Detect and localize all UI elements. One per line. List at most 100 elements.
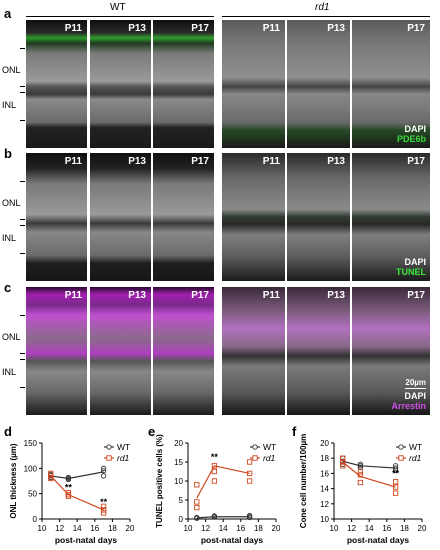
legend-label: WT <box>263 442 276 452</box>
data-point <box>48 470 54 477</box>
x-tick-label: 12 <box>201 524 210 533</box>
onl-label: ONL <box>2 198 21 208</box>
age-label: P11 <box>262 290 280 301</box>
x-tick-label: 18 <box>400 524 409 533</box>
micrograph-tile: P13 <box>90 287 151 415</box>
layer-tick <box>20 253 25 254</box>
onl-label: ONL <box>2 65 21 75</box>
stain-legend-entry: DAPI <box>404 391 426 401</box>
panel-letter-b: b <box>4 146 12 161</box>
data-point <box>211 463 218 469</box>
age-label: P11 <box>262 23 280 34</box>
panel-letter-c: c <box>4 280 12 295</box>
inl-label: INL <box>2 367 17 377</box>
y-tick-label: 50 <box>28 490 37 499</box>
y-tick-label: 150 <box>24 439 38 448</box>
age-label: P13 <box>327 23 345 34</box>
panel-letter-a: a <box>4 6 12 21</box>
stain-legend-entry: Arrestin <box>391 401 426 411</box>
y-axis-label: ONL thickness (µm) <box>9 443 18 518</box>
y-tick-label: 0 <box>33 515 38 524</box>
x-tick-label: 12 <box>55 524 64 533</box>
x-tick-label: 14 <box>73 524 82 533</box>
significance-mark: ** <box>65 483 73 493</box>
legend-label: rd1 <box>117 453 130 463</box>
significance-mark: ** <box>211 452 219 462</box>
x-tick-label: 10 <box>38 524 47 533</box>
micrograph-tile: P13 <box>90 20 151 148</box>
micrograph-tile: P11 <box>26 287 87 415</box>
x-tick-label: 16 <box>90 524 99 533</box>
panel-letter-e: e <box>148 424 156 439</box>
series-line <box>196 516 250 519</box>
age-label: P13 <box>128 290 146 301</box>
micrograph-tile: P13 <box>287 287 350 415</box>
data-point <box>392 490 399 496</box>
age-label: P13 <box>327 156 345 167</box>
data-point <box>194 504 200 511</box>
y-tick-label: 20 <box>320 439 329 448</box>
layer-tick <box>20 225 25 226</box>
series-line <box>342 460 396 469</box>
x-tick-label: 18 <box>254 524 263 533</box>
data-point <box>392 463 399 469</box>
stain-legend: DAPI Arrestin <box>391 391 426 411</box>
series-line <box>50 471 104 480</box>
scale-bar: 20µm <box>405 378 426 389</box>
x-tick-label: 16 <box>382 524 391 533</box>
data-point <box>340 455 346 461</box>
data-point <box>194 499 200 505</box>
age-label: P17 <box>191 156 209 167</box>
data-point <box>65 493 72 499</box>
data-point <box>194 514 200 521</box>
x-tick-label: 20 <box>418 524 427 533</box>
micrograph-tile: P17 DAPI Arrestin 20µm <box>352 287 430 415</box>
data-point <box>246 470 253 477</box>
data-point <box>211 513 218 519</box>
data-point <box>357 479 364 486</box>
age-label: P17 <box>407 290 425 301</box>
y-tick-label: 10 <box>320 515 329 524</box>
legend-label: WT <box>409 442 422 452</box>
data-point <box>100 507 107 513</box>
layer-tick <box>20 92 25 93</box>
panel-letter-f: f <box>292 424 297 439</box>
x-tick-label: 16 <box>236 524 245 533</box>
layer-tick <box>20 359 25 360</box>
y-tick-label: 0 <box>179 515 184 524</box>
data-point <box>211 468 218 475</box>
y-tick-label: 10 <box>174 477 183 486</box>
wt-group-label: WT <box>110 2 126 13</box>
x-tick-label: 10 <box>330 524 339 533</box>
data-point <box>340 463 346 469</box>
age-label: P13 <box>128 23 146 34</box>
micrograph-tile: P13 <box>287 153 350 281</box>
y-tick-label: 15 <box>174 458 183 467</box>
layer-tick <box>20 86 25 87</box>
y-axis-label: Cone cell number/100µm <box>299 434 308 528</box>
stain-legend-entry: DAPI <box>404 124 426 134</box>
x-axis-label: post-natal days <box>201 535 264 545</box>
age-label: P11 <box>64 156 82 167</box>
rd1-group-label: rd1 <box>315 2 330 13</box>
data-point <box>357 472 364 478</box>
layer-tick <box>20 353 25 354</box>
stain-legend-entry: PDE6b <box>396 134 426 144</box>
data-point <box>357 461 364 467</box>
data-point <box>357 469 364 475</box>
chart-tunel-positive: 0 5 10 15 20 10 12 14 16 18 20 post-natal days TUNEL… <box>155 434 281 545</box>
legend-marker <box>398 455 404 461</box>
y-tick-label: 12 <box>320 500 329 509</box>
chart-onl-thickness: 0 50 100 150 10 12 14 16 18 20 post-natal days ONL … <box>9 439 135 545</box>
micrograph-tile: P17 <box>153 287 214 415</box>
legend-marker <box>106 455 112 461</box>
data-point <box>246 478 253 484</box>
age-label: P11 <box>64 23 82 34</box>
x-tick-label: 20 <box>126 524 135 533</box>
legend-label: WT <box>117 442 130 452</box>
stain-legend-entry: TUNEL <box>396 267 426 277</box>
stain-legend: DAPI TUNEL <box>396 257 426 277</box>
stain-legend-entry: DAPI <box>404 257 426 267</box>
micrograph-tile: P17 <box>153 20 214 148</box>
data-point <box>194 482 200 488</box>
